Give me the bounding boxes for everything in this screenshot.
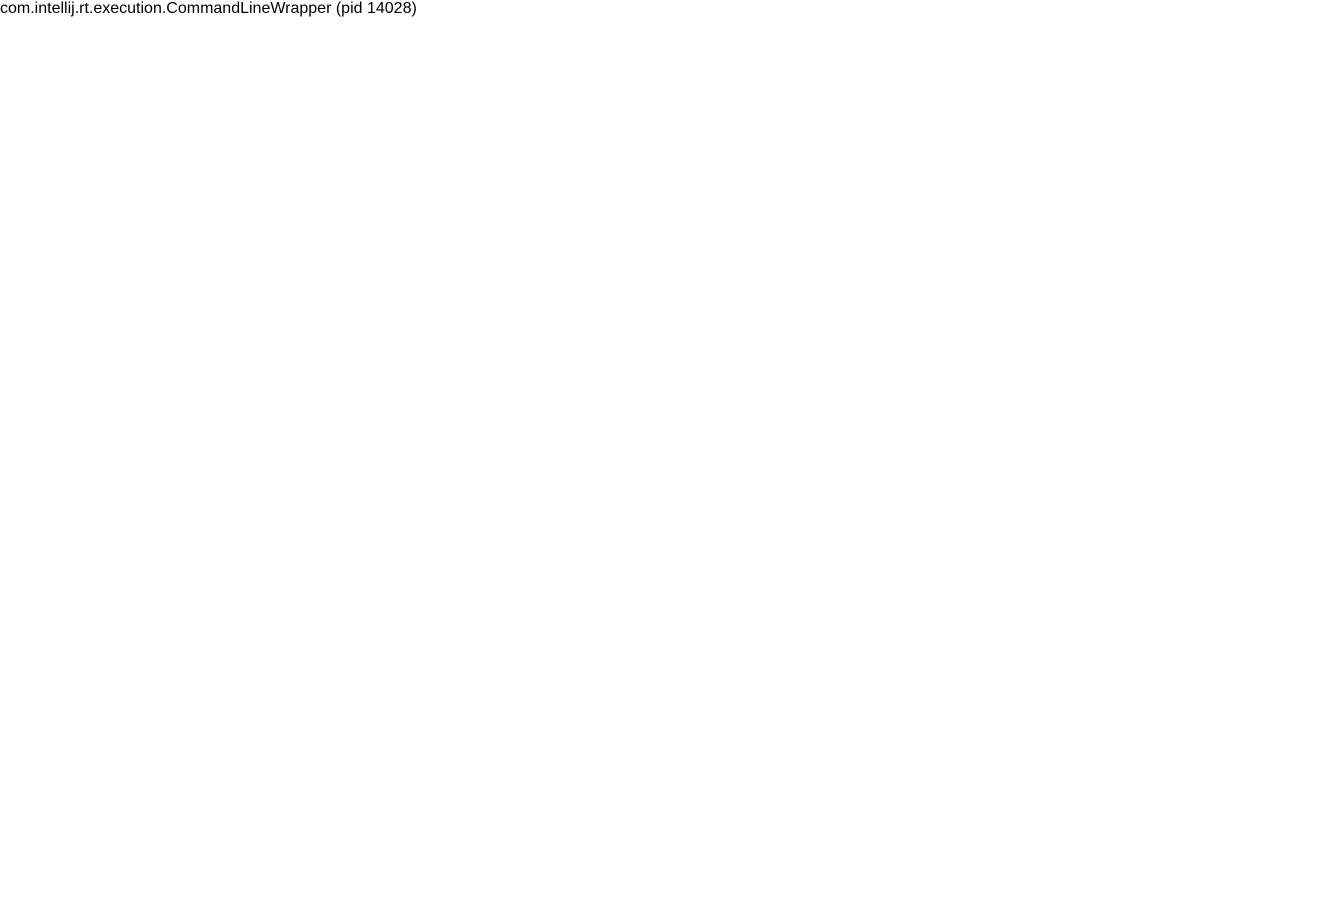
window-title: com.intellij.rt.execution.CommandLineWra… <box>0 0 417 17</box>
